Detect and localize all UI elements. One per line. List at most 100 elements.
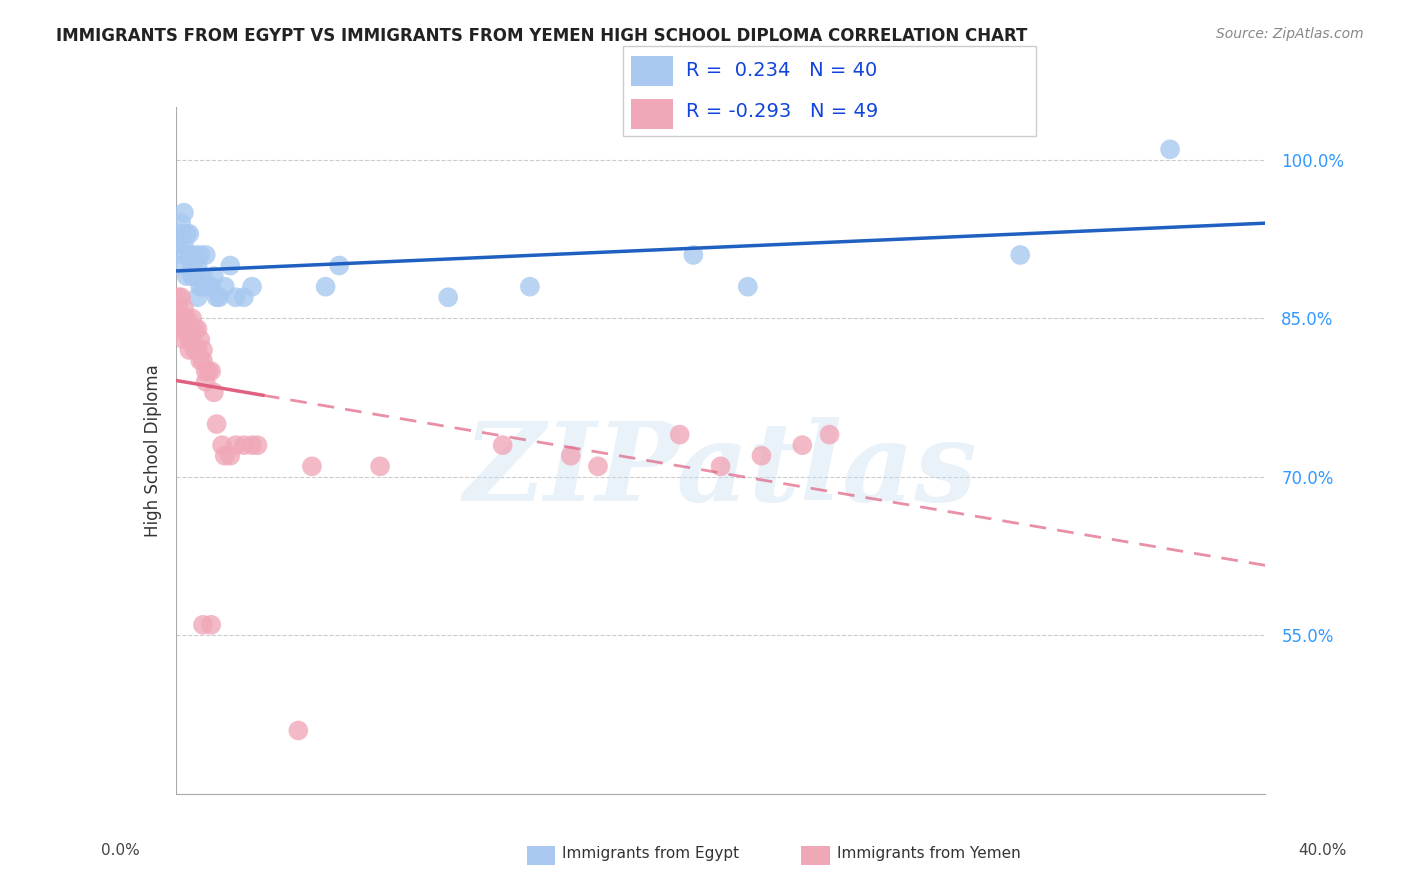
Point (194, 375, 217, 389)
Point (1010, 248, 1032, 262)
Point (176, 322, 198, 336)
Point (205, 417, 228, 431)
Text: Immigrants from Yemen: Immigrants from Yemen (837, 847, 1021, 861)
Text: IMMIGRANTS FROM EGYPT VS IMMIGRANTS FROM YEMEN HIGH SCHOOL DIPLOMA CORRELATION C: IMMIGRANTS FROM EGYPT VS IMMIGRANTS FROM… (56, 27, 1028, 45)
Point (173, 311, 195, 326)
FancyBboxPatch shape (801, 846, 830, 865)
Point (194, 248, 217, 262)
Point (179, 333, 201, 347)
Point (176, 269, 198, 284)
Point (176, 227, 198, 241)
Point (301, 459, 323, 474)
Point (181, 259, 204, 273)
Point (682, 248, 704, 262)
Point (167, 301, 190, 315)
Point (200, 279, 222, 293)
Point (232, 290, 254, 304)
Point (188, 248, 211, 262)
Point (232, 438, 254, 452)
Point (202, 269, 225, 284)
FancyBboxPatch shape (623, 46, 1036, 136)
Point (179, 343, 201, 357)
Point (225, 290, 247, 304)
Point (181, 269, 204, 284)
Point (225, 438, 247, 452)
Point (186, 343, 209, 357)
Point (173, 301, 195, 315)
Point (184, 322, 207, 336)
Point (205, 290, 228, 304)
Point (186, 322, 209, 336)
Point (191, 343, 214, 357)
Point (219, 259, 242, 273)
Point (751, 449, 773, 463)
Point (737, 279, 759, 293)
Point (328, 259, 350, 273)
Point (492, 438, 515, 452)
Point (179, 227, 201, 241)
Text: 0.0%: 0.0% (101, 843, 141, 858)
Point (188, 333, 211, 347)
Point (197, 279, 219, 293)
Point (167, 290, 190, 304)
Point (179, 322, 201, 336)
Point (200, 617, 222, 632)
Text: Source: ZipAtlas.com: Source: ZipAtlas.com (1216, 27, 1364, 41)
Point (167, 259, 190, 273)
Text: ZIPatlas: ZIPatlas (464, 417, 977, 524)
Point (1159, 142, 1181, 156)
FancyBboxPatch shape (631, 99, 673, 129)
Point (184, 343, 207, 357)
Text: R = -0.293   N = 49: R = -0.293 N = 49 (686, 102, 879, 121)
Point (173, 205, 195, 219)
Point (170, 227, 193, 241)
Point (818, 427, 841, 442)
Point (560, 449, 582, 463)
Point (208, 290, 231, 304)
Point (176, 311, 198, 326)
Point (191, 279, 214, 293)
Point (170, 216, 193, 230)
Point (315, 279, 337, 293)
Point (188, 353, 211, 368)
Point (194, 364, 217, 378)
Point (519, 279, 541, 293)
FancyBboxPatch shape (527, 846, 555, 865)
Point (668, 427, 690, 442)
Point (191, 269, 214, 284)
Point (240, 438, 263, 452)
Point (287, 723, 309, 738)
Point (181, 311, 204, 326)
Point (173, 333, 195, 347)
Point (214, 279, 236, 293)
Point (710, 459, 733, 474)
Point (167, 322, 190, 336)
Point (240, 279, 263, 293)
Point (170, 322, 193, 336)
Text: 40.0%: 40.0% (1299, 843, 1347, 858)
Point (200, 364, 222, 378)
Point (214, 449, 236, 463)
Point (167, 237, 190, 252)
Point (219, 449, 242, 463)
Point (184, 248, 207, 262)
Point (191, 353, 214, 368)
Point (246, 438, 269, 452)
Point (181, 333, 204, 347)
FancyBboxPatch shape (631, 56, 673, 86)
Point (437, 290, 460, 304)
Point (173, 237, 195, 252)
Point (202, 385, 225, 400)
Point (184, 269, 207, 284)
Point (186, 259, 209, 273)
Point (586, 459, 609, 474)
Y-axis label: High School Diploma: High School Diploma (143, 364, 162, 537)
Text: R =  0.234   N = 40: R = 0.234 N = 40 (686, 61, 877, 80)
Point (368, 459, 391, 474)
Point (186, 290, 209, 304)
Point (170, 290, 193, 304)
Point (211, 438, 233, 452)
Text: Immigrants from Egypt: Immigrants from Egypt (562, 847, 740, 861)
Point (179, 248, 201, 262)
Point (197, 364, 219, 378)
